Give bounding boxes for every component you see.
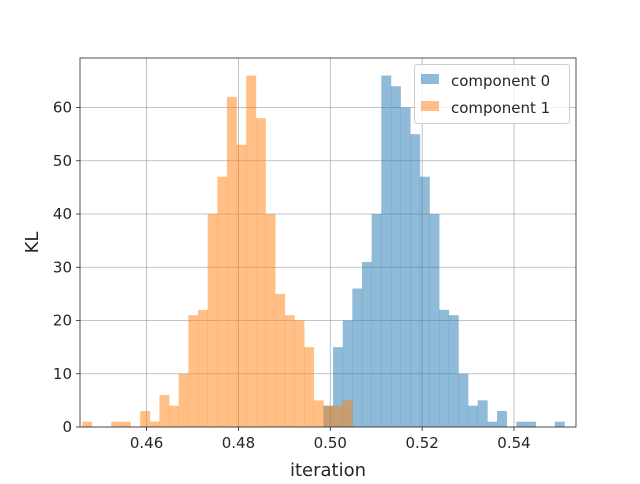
histogram-bar <box>236 144 247 427</box>
histogram-bar <box>255 118 266 428</box>
histogram-bar <box>342 320 353 427</box>
x-tick-label: 0.52 <box>405 434 438 452</box>
plot-frame <box>79 57 577 428</box>
histogram-bar <box>497 411 507 427</box>
histogram-bar <box>487 421 498 427</box>
histogram-bar <box>554 421 565 427</box>
histogram-bars <box>82 75 565 428</box>
histogram-bar <box>149 421 160 427</box>
series-component-0 <box>323 75 565 428</box>
histogram-bar <box>410 134 421 427</box>
x-tick-label: 0.48 <box>222 434 255 452</box>
histogram-bar <box>361 261 372 427</box>
series-component-1 <box>82 75 353 428</box>
histogram-bar <box>169 405 180 427</box>
x-axis-ticks: 0.46 0.48 0.50 0.52 0.54 <box>130 427 531 452</box>
histogram-bar <box>265 214 276 427</box>
y-tick-label: 50 <box>53 152 72 170</box>
legend-box <box>414 64 570 124</box>
histogram-bar <box>284 315 295 427</box>
legend-swatch-component-1 <box>421 101 439 111</box>
y-tick-label: 0 <box>62 418 72 436</box>
histogram-bar <box>333 347 343 427</box>
histogram-bar <box>342 400 353 427</box>
histogram-bar <box>516 421 527 427</box>
histogram-bar <box>178 373 189 427</box>
histogram-bar <box>198 309 208 427</box>
x-tick-label: 0.46 <box>130 434 163 452</box>
histogram-bar <box>323 405 334 427</box>
legend-label-component-1: component 1 <box>451 99 550 117</box>
histogram-bar <box>304 347 315 427</box>
histogram-bar <box>448 315 459 427</box>
histogram-bar <box>381 75 392 428</box>
histogram-bar <box>400 107 411 428</box>
y-tick-label: 40 <box>53 205 72 223</box>
histogram-bar <box>159 395 170 427</box>
histogram-bar <box>111 421 122 427</box>
histogram-bar <box>226 96 237 428</box>
histogram-bar <box>207 214 218 427</box>
x-tick-label: 0.54 <box>497 434 530 452</box>
histogram-bar <box>140 411 151 427</box>
histogram-bar <box>294 320 305 427</box>
y-tick-label: 10 <box>53 365 72 383</box>
histogram-bar <box>275 293 286 427</box>
histogram-bar <box>82 421 93 427</box>
histogram-bar <box>246 75 257 428</box>
y-axis-ticks: 0 10 20 30 40 50 60 <box>53 99 80 436</box>
legend: component 0 component 1 <box>414 64 570 124</box>
y-tick-label: 20 <box>53 312 72 330</box>
histogram-bar <box>429 214 440 427</box>
histogram-bar <box>371 214 382 427</box>
y-tick-label: 60 <box>53 99 72 117</box>
histogram-bar <box>333 405 343 427</box>
legend-label-component-0: component 0 <box>451 72 550 90</box>
histogram-bar <box>352 288 363 427</box>
histogram-bar <box>390 86 401 428</box>
histogram-bar <box>188 315 199 427</box>
histogram-bar <box>525 421 536 427</box>
histogram-bar <box>468 405 479 427</box>
histogram-bar <box>419 176 430 427</box>
histogram-bar <box>120 421 131 427</box>
histogram-bar <box>439 309 450 427</box>
y-axis-label: KL <box>22 232 43 254</box>
y-tick-label: 30 <box>53 258 72 276</box>
histogram-bar <box>458 373 469 427</box>
x-axis-label: iteration <box>290 460 366 480</box>
x-tick-label: 0.50 <box>314 434 347 452</box>
histogram-bar <box>313 400 324 427</box>
histogram-bar <box>217 176 228 427</box>
histogram-bar <box>477 400 488 427</box>
legend-swatch-component-0 <box>421 74 439 84</box>
